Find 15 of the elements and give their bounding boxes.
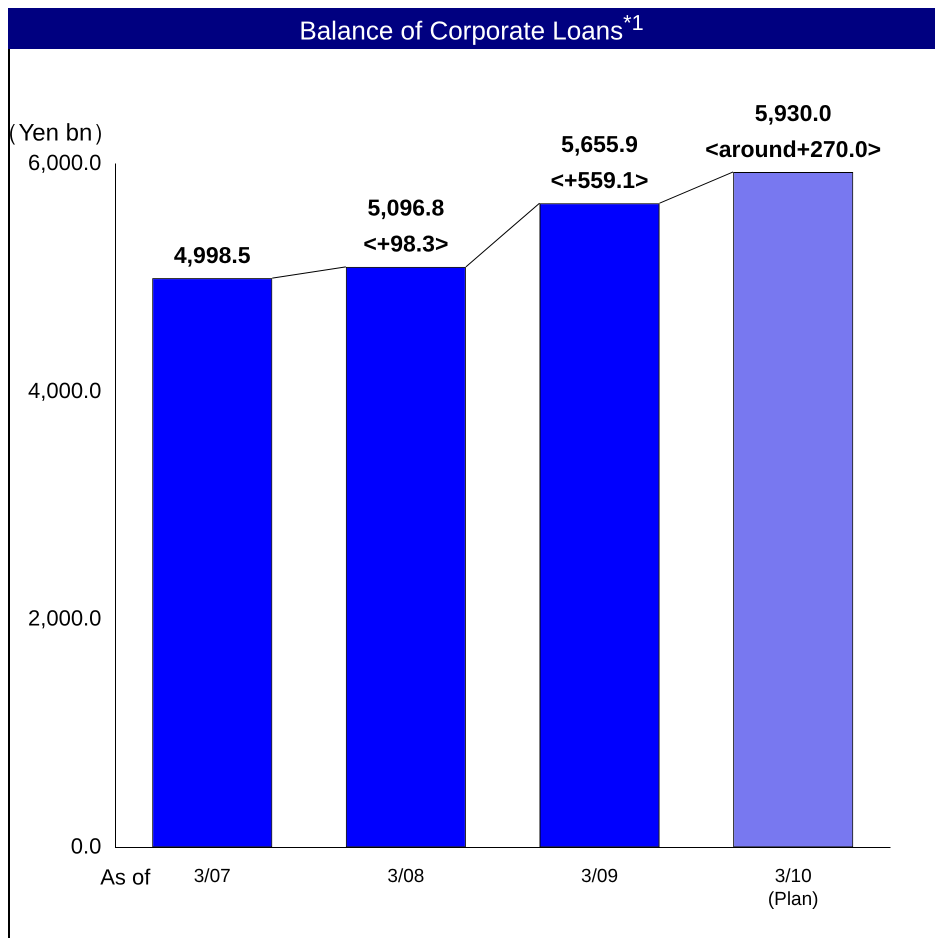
y-tick-label: 4,000.0 xyxy=(28,378,102,403)
y-tick-label: 0.0 xyxy=(70,833,102,858)
y-tick-label: 6,000.0 xyxy=(28,150,102,175)
data-label: 4,998.5 xyxy=(174,242,251,268)
data-label: 5,096.8 <+98.3> xyxy=(363,194,448,256)
data-label: 5,930.0 <around+270.0> xyxy=(705,99,882,162)
data-label: 5,655.9 <+559.1> xyxy=(550,130,648,193)
x-tick-label: 3/07 xyxy=(194,866,231,887)
x-tick-label: 3/10 (Plan) xyxy=(768,866,819,910)
y-axis-title: （Yen bn） xyxy=(0,119,116,146)
y-tick-label: 2,000.0 xyxy=(28,605,102,630)
chart-title: Balance of Corporate Loans$^{*1}$ xyxy=(8,8,935,49)
x-tick-label: 3/09 xyxy=(581,866,618,887)
text: As of xyxy=(100,864,152,890)
x-tick-label: 3/08 xyxy=(387,866,424,887)
